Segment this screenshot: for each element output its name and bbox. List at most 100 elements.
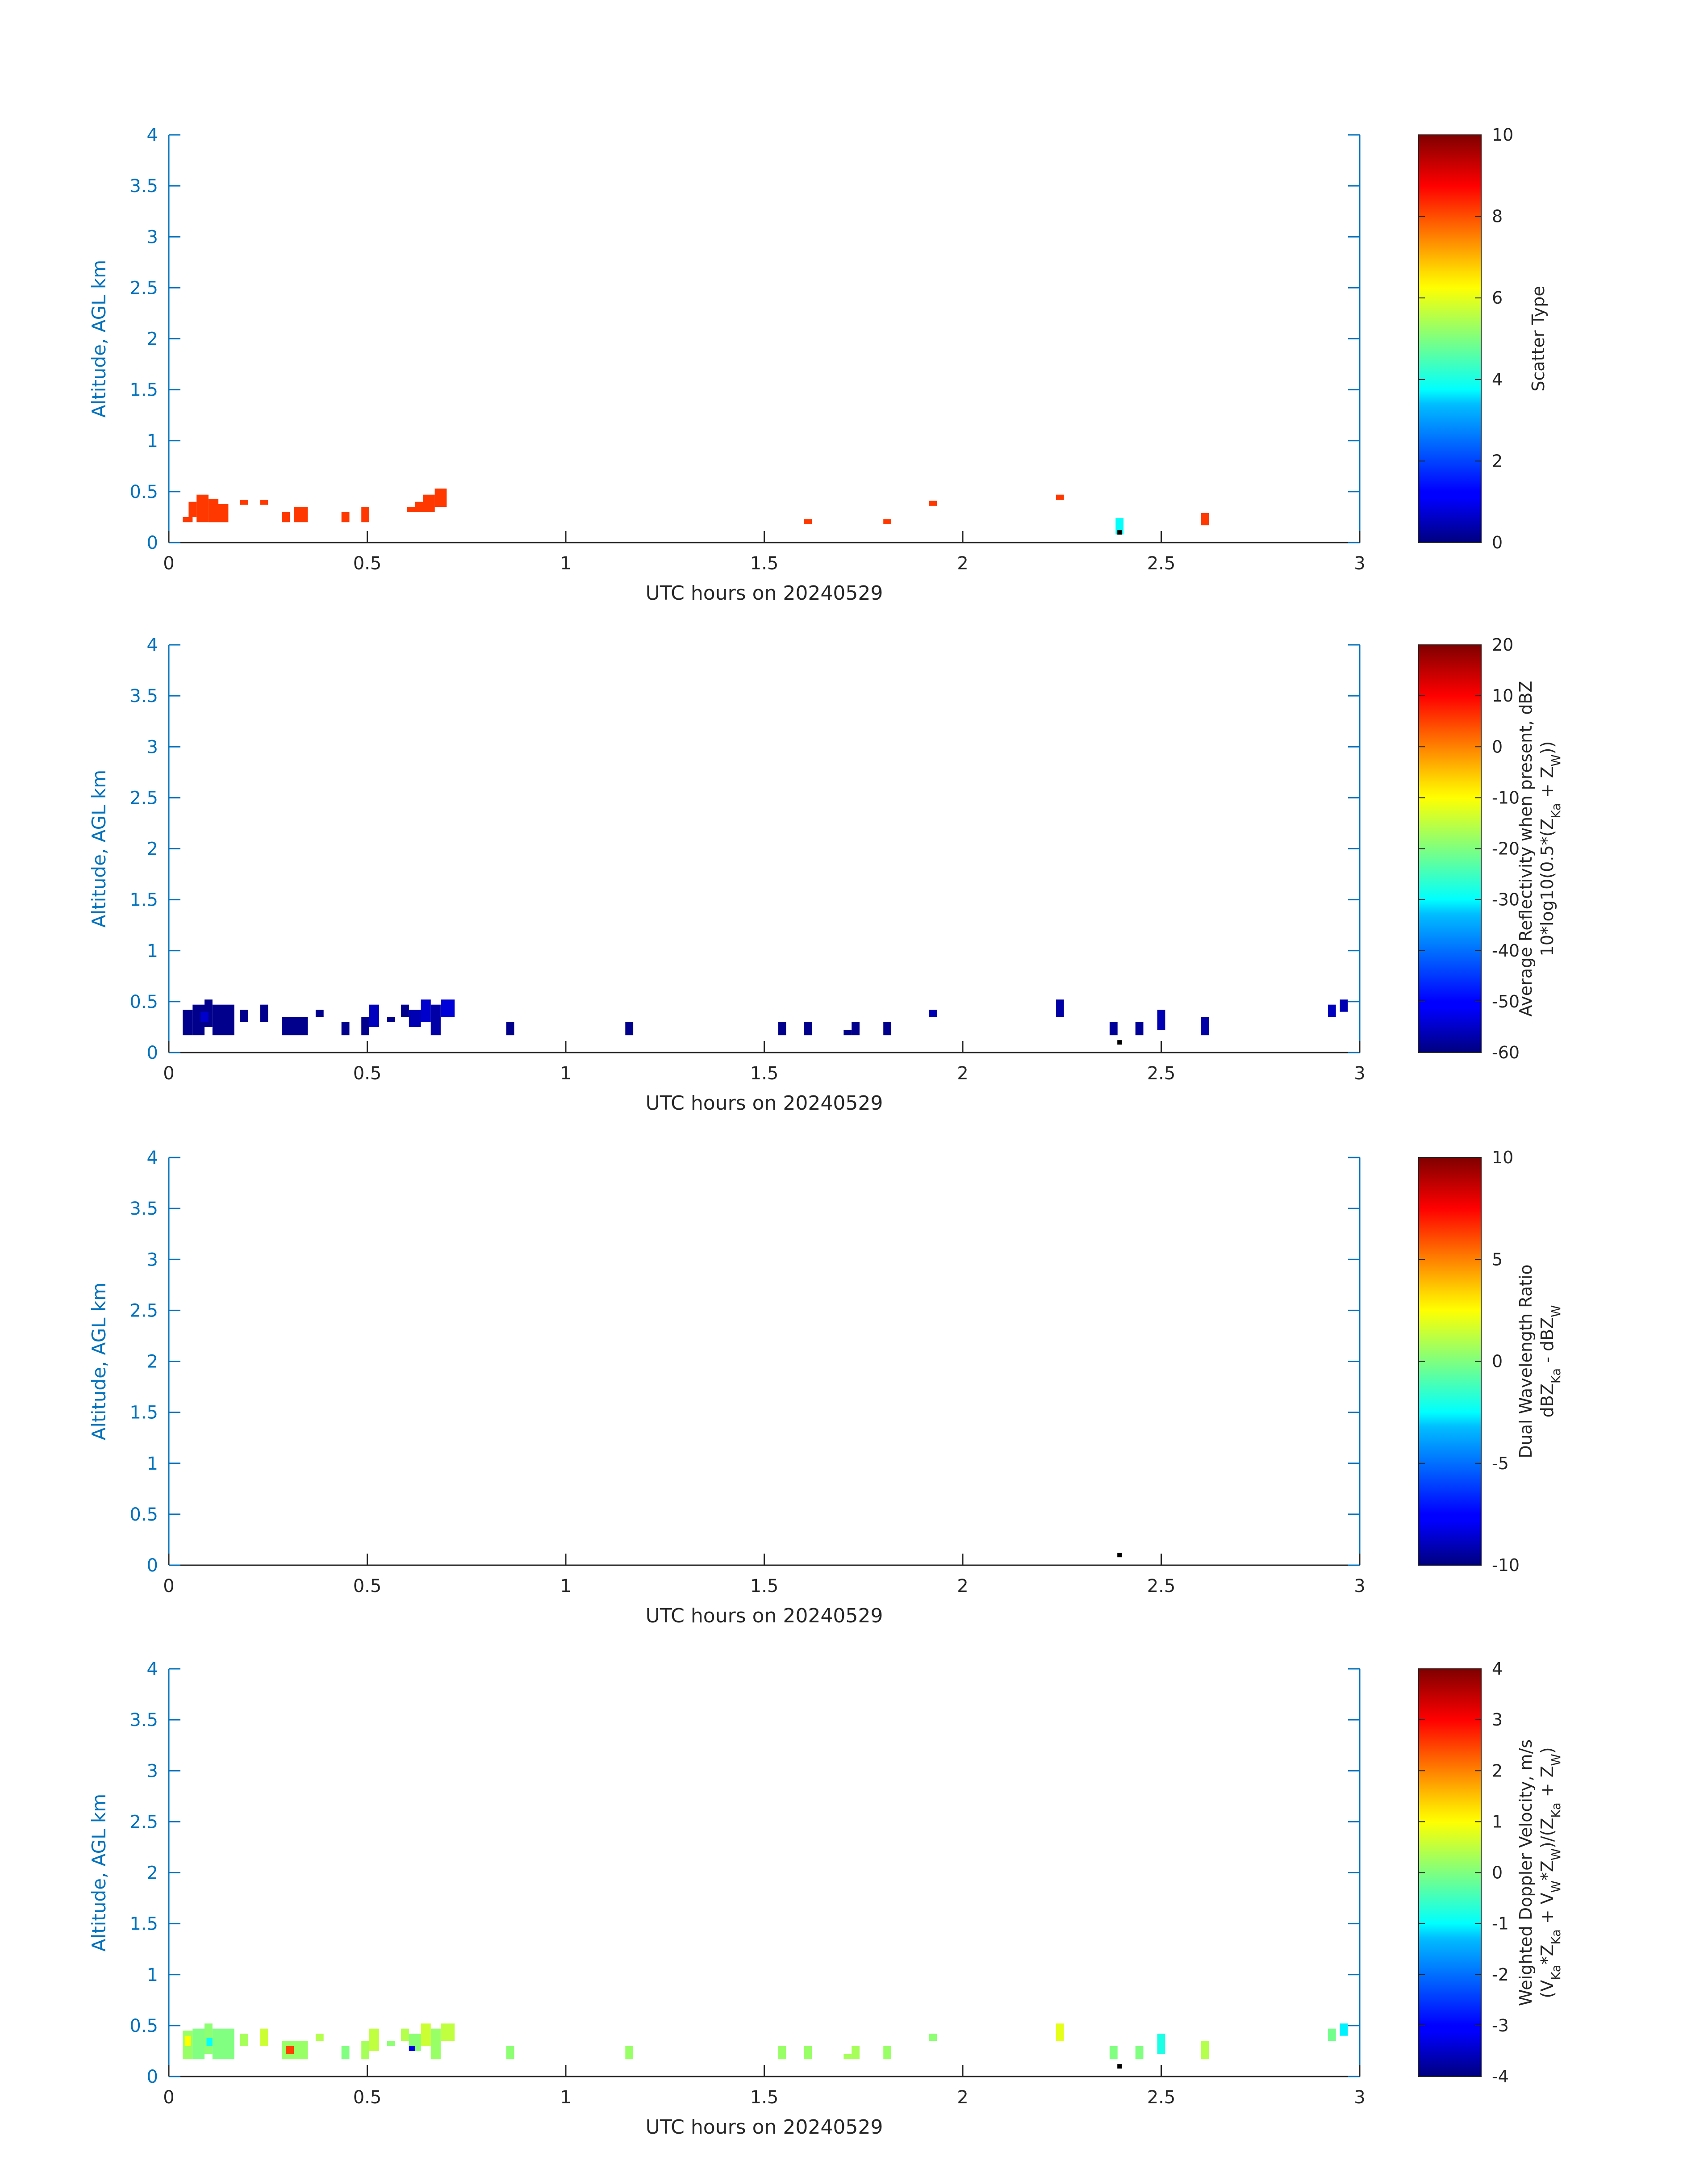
heatmap-cell	[206, 2038, 213, 2046]
colorbar	[1418, 1668, 1482, 2077]
y-tick-label: 3	[147, 737, 158, 757]
heatmap-cell	[260, 1004, 268, 1022]
heatmap-cell	[506, 2046, 514, 2060]
heatmap-cell	[315, 2034, 324, 2041]
y-tick-label: 4	[147, 1148, 158, 1168]
x-tick-label: 3	[1354, 553, 1365, 574]
colorbar-tick-label: -10	[1492, 1555, 1520, 1575]
heatmap-cell	[852, 1022, 860, 1036]
heatmap-cell	[260, 2028, 268, 2046]
heatmap-cell	[1135, 2046, 1144, 2060]
heatmap-cell	[183, 1010, 193, 1036]
heatmap-cell	[240, 2034, 248, 2046]
heatmap-cell	[409, 1010, 421, 1027]
colorbar-tick-label: -40	[1492, 941, 1520, 961]
heatmap-cell	[1109, 2046, 1118, 2060]
x-tick-label: 2	[957, 2087, 968, 2108]
colorbar-tick-label: 5	[1492, 1249, 1503, 1269]
heatmap-cell	[240, 500, 248, 505]
colorbar-label: Average Reflectivity when present, dBZ	[1516, 681, 1536, 1017]
data-dot	[1117, 2064, 1122, 2069]
heatmap-cell	[804, 1022, 812, 1036]
x-tick-label: 0.5	[353, 553, 382, 574]
y-tick-label: 3.5	[129, 1710, 158, 1730]
x-tick-label: 0.5	[353, 1063, 382, 1084]
colorbar-tick-label: 3	[1492, 1710, 1503, 1730]
x-tick-label: 1.5	[750, 553, 779, 574]
x-tick-label: 2	[957, 1063, 968, 1084]
heatmap-cell	[409, 2046, 415, 2051]
x-tick-label: 0	[163, 2087, 174, 2108]
colorbar	[1418, 1157, 1482, 1566]
x-tick-label: 1.5	[750, 1576, 779, 1596]
y-tick-label: 0	[147, 1043, 158, 1063]
x-tick-label: 0.5	[353, 1576, 382, 1596]
colorbar-tick-label: -5	[1492, 1454, 1509, 1473]
heatmap-cell	[883, 1022, 891, 1036]
colorbar-label: 10*log10(0.5*(ZKa + ZW))	[1537, 741, 1563, 957]
heatmap-cell	[423, 494, 435, 512]
heatmap-cell	[369, 2028, 380, 2051]
y-tick-label: 2.5	[129, 1812, 158, 1832]
x-tick-label: 3	[1354, 2087, 1365, 2108]
heatmap-cell	[1157, 1010, 1165, 1030]
heatmap-cell	[883, 2046, 891, 2060]
colorbar-label: Weighted Doppler Velocity, m/s	[1516, 1739, 1536, 2006]
heatmap-cell	[192, 2028, 205, 2060]
x-tick-label: 0	[163, 553, 174, 574]
y-tick-label: 1	[147, 941, 158, 961]
heatmap-cell	[282, 2041, 308, 2060]
colorbar-tick-label: 1	[1492, 1812, 1503, 1831]
x-tick-label: 3	[1354, 1576, 1365, 1596]
heatmap-cell	[421, 999, 431, 1022]
heatmap-cell	[361, 2041, 369, 2060]
x-tick-label: 2.5	[1147, 1576, 1176, 1596]
heatmap-cell	[929, 501, 937, 506]
colorbar-tick-label: 6	[1492, 288, 1503, 308]
y-tick-label: 1	[147, 431, 158, 451]
heatmap-cell	[208, 498, 219, 504]
heatmap-cell	[282, 512, 290, 522]
colorbar-tick-label: 4	[1492, 1659, 1503, 1679]
y-tick-label: 2.5	[129, 1300, 158, 1321]
x-tick-label: 1.5	[750, 1063, 779, 1084]
y-tick-label: 0.5	[129, 2016, 158, 2036]
heatmap-cell	[415, 501, 423, 512]
x-tick-label: 0	[163, 1063, 174, 1084]
colorbar-tick-label: 20	[1492, 635, 1513, 655]
heatmap-cell	[1109, 1022, 1118, 1036]
x-tick-label: 1	[560, 553, 571, 574]
colorbar-tick-label: -50	[1492, 992, 1520, 1011]
heatmap-cell	[421, 2023, 431, 2046]
y-tick-label: 2	[147, 1863, 158, 1884]
x-tick-label: 3	[1354, 1063, 1365, 1084]
colorbar-tick-label: -20	[1492, 839, 1520, 859]
colorbar-label: Dual Wavelength Ratio	[1516, 1264, 1536, 1458]
heatmap-cell	[430, 1004, 441, 1036]
heatmap-cell	[929, 1010, 937, 1017]
heatmap-cell	[1056, 999, 1064, 1017]
heatmap-cell	[778, 2046, 786, 2060]
y-tick-label: 4	[147, 1659, 158, 1680]
heatmap-cell	[852, 2046, 860, 2060]
x-tick-label: 1	[560, 2087, 571, 2108]
heatmap-cell	[401, 1004, 409, 1017]
y-axis-label: Altitude, AGL km	[88, 1794, 110, 1951]
heatmap-cell	[183, 517, 193, 522]
data-dot	[1117, 530, 1122, 535]
y-axis-label: Altitude, AGL km	[88, 770, 110, 928]
y-tick-label: 3	[147, 1761, 158, 1781]
heatmap-cell	[369, 1004, 380, 1027]
x-axis-label: UTC hours on 20240529	[646, 1092, 883, 1115]
y-axis-label: Altitude, AGL km	[88, 260, 110, 418]
colorbar-tick-label: -3	[1492, 2016, 1509, 2035]
heatmap-cell	[407, 507, 415, 512]
y-tick-label: 3	[147, 1249, 158, 1270]
heatmap-cell	[361, 1017, 369, 1036]
heatmap-cell	[315, 1010, 324, 1017]
data-dot	[1117, 1040, 1122, 1045]
x-tick-label: 1	[560, 1063, 571, 1084]
x-tick-label: 2	[957, 553, 968, 574]
panel-1: 0 0.5 1 1.5 2 2.5 3 3.5 4 0 0.5 1 1.5 2 2.5 3 UTC hours …	[88, 125, 1548, 605]
data-dot	[1117, 1553, 1122, 1558]
